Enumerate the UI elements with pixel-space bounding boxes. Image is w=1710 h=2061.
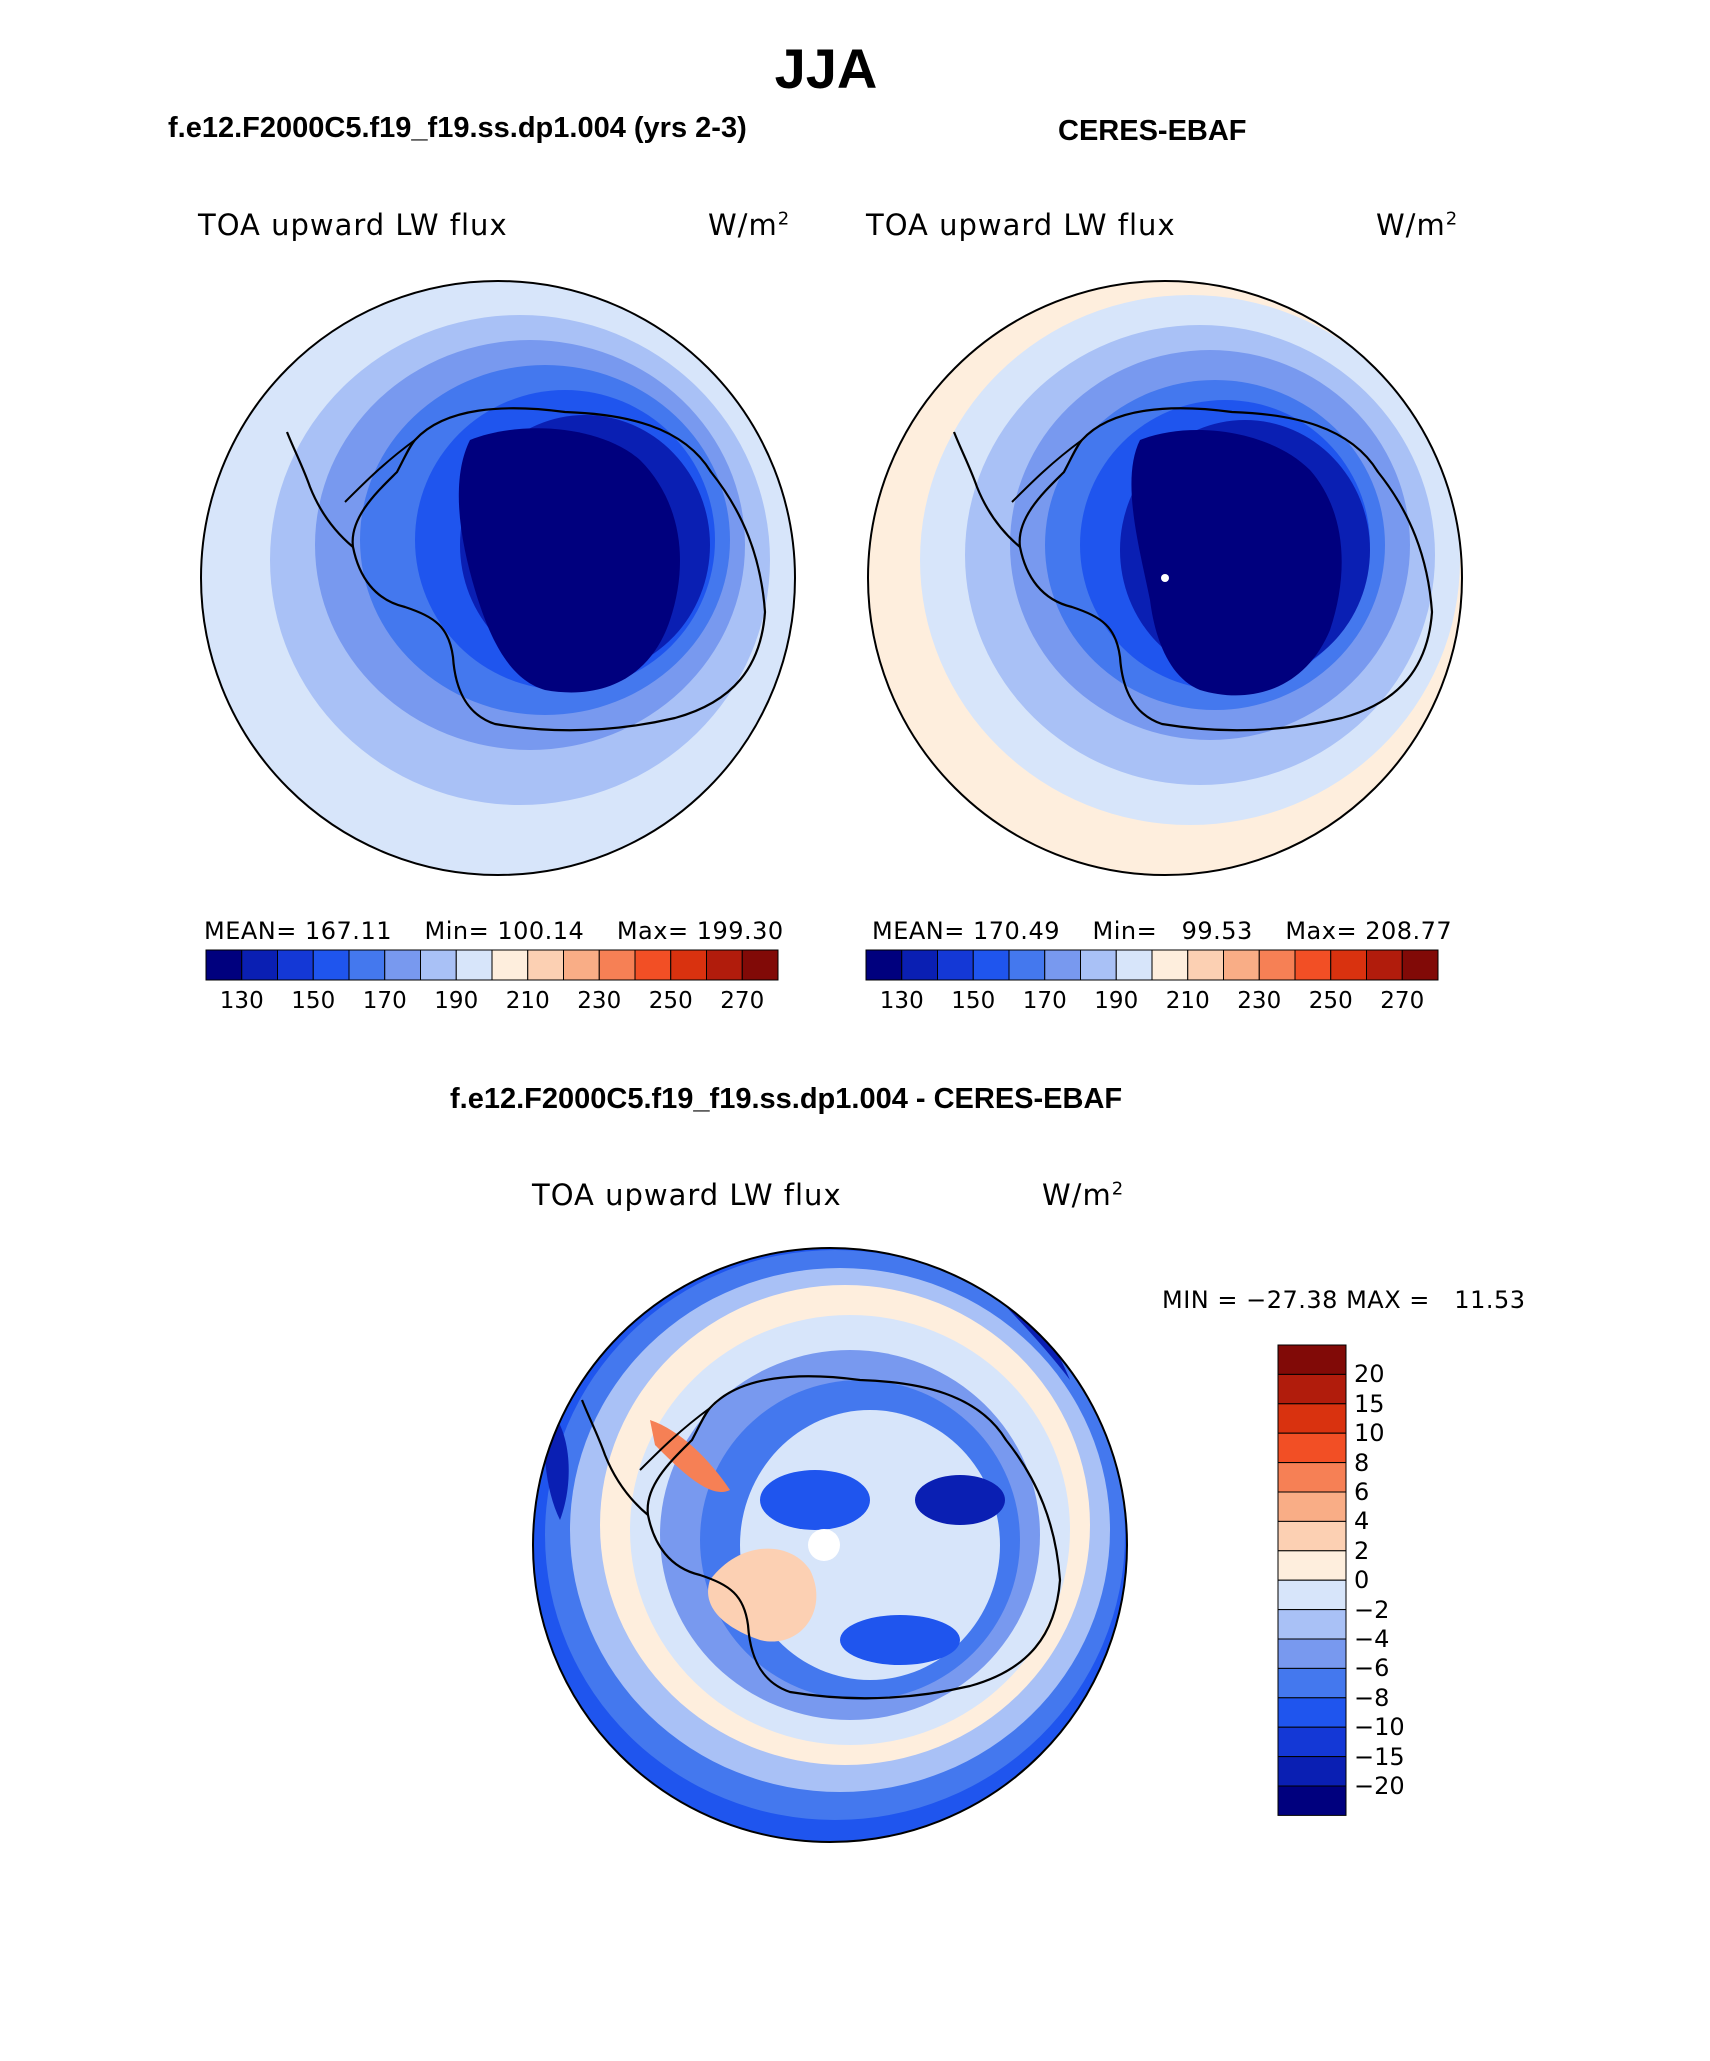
model-colorbar-box	[634, 949, 672, 981]
obs-colorbar-box	[972, 949, 1010, 981]
diff-stats: MIN = −27.38 MAX = 11.53	[1162, 1286, 1526, 1314]
obs-colorbar-tick: 170	[1022, 988, 1067, 1014]
diff-colorbar-tick: 6	[1354, 1478, 1370, 1506]
model-colorbar-box	[491, 949, 529, 981]
diff-colorbar	[1277, 1344, 1347, 1816]
obs-colorbar	[865, 949, 1439, 981]
obs-colorbar-box	[1330, 949, 1367, 981]
obs-colorbar-box	[1187, 949, 1224, 981]
model-colorbar-tick: 150	[291, 988, 336, 1014]
obs-colorbar-box	[901, 949, 938, 981]
diff-colorbar-tick: −2	[1354, 1595, 1390, 1624]
obs-colorbar-tick: 130	[879, 988, 924, 1014]
obs-case-title: CERES-EBAF	[1058, 115, 1247, 147]
model-map	[201, 281, 795, 875]
diff-colorbar-box	[1277, 1432, 1347, 1464]
model-colorbar-box	[277, 949, 314, 981]
diff-colorbar-box	[1277, 1638, 1347, 1669]
model-colorbar-box	[420, 949, 457, 981]
model-colorbar-tick: 170	[362, 988, 407, 1014]
model-colorbar-tick: 230	[577, 988, 622, 1014]
diff-colorbar-box	[1277, 1726, 1347, 1758]
obs-colorbar-box	[1080, 949, 1117, 981]
obs-colorbar-tick: 190	[1094, 988, 1139, 1014]
model-colorbar-box	[205, 949, 243, 981]
model-case-title: f.e12.F2000C5.f19_f19.ss.dp1.004 (yrs 2-…	[168, 112, 747, 144]
obs-variable-label: TOA upward LW flux	[866, 208, 1176, 242]
obs-map	[868, 281, 1462, 875]
model-colorbar-box	[241, 949, 278, 981]
diff-colorbar-tick: −15	[1354, 1742, 1405, 1771]
diff-colorbar-tick: 20	[1354, 1360, 1385, 1389]
diff-colorbar-tick: −20	[1354, 1772, 1405, 1800]
diff-colorbar-tick: 0	[1354, 1566, 1370, 1595]
model-colorbar-tick: 190	[434, 988, 479, 1014]
model-colorbar	[205, 949, 779, 981]
obs-colorbar-tick: 150	[951, 988, 996, 1014]
obs-colorbar-box	[1366, 949, 1403, 981]
diff-colorbar-tick: 10	[1354, 1419, 1385, 1448]
diff-colorbar-box	[1277, 1609, 1347, 1640]
model-colorbar-box	[348, 949, 386, 981]
diff-colorbar-box	[1277, 1491, 1347, 1522]
model-units-label: W/m2	[708, 208, 791, 242]
obs-colorbar-box	[865, 949, 903, 981]
model-variable-label: TOA upward LW flux	[198, 208, 508, 242]
diff-colorbar-tick: −10	[1354, 1713, 1405, 1742]
obs-colorbar-box	[1223, 949, 1260, 981]
obs-colorbar-box	[1401, 949, 1439, 981]
diff-colorbar-box	[1277, 1344, 1347, 1375]
obs-colorbar-box	[1151, 949, 1189, 981]
diff-colorbar-tick: 2	[1354, 1536, 1370, 1565]
diff-variable-label: TOA upward LW flux	[532, 1178, 842, 1212]
obs-stats: MEAN= 170.49 Min= 99.53 Max= 208.77	[872, 917, 1453, 945]
obs-colorbar-tick: 250	[1308, 988, 1353, 1014]
model-colorbar-box	[384, 949, 421, 981]
diff-colorbar-box	[1277, 1697, 1347, 1728]
model-colorbar-tick: 250	[648, 988, 693, 1014]
obs-colorbar-box	[1044, 949, 1081, 981]
model-colorbar-tick: 270	[720, 988, 765, 1014]
model-colorbar-tick: 210	[505, 988, 550, 1014]
model-colorbar-box	[741, 949, 779, 981]
diff-colorbar-tick: 15	[1354, 1389, 1385, 1418]
model-colorbar-box	[527, 949, 564, 981]
obs-colorbar-box	[1115, 949, 1153, 981]
diff-colorbar-box	[1277, 1520, 1347, 1552]
diff-colorbar-box	[1277, 1462, 1347, 1493]
model-colorbar-box	[598, 949, 636, 981]
model-colorbar-box	[670, 949, 707, 981]
diff-colorbar-box	[1277, 1785, 1347, 1816]
diff-colorbar-tick: 8	[1354, 1448, 1370, 1477]
obs-colorbar-box	[1258, 949, 1296, 981]
diff-colorbar-tick: −4	[1354, 1625, 1390, 1653]
diff-colorbar-box	[1277, 1667, 1347, 1699]
model-colorbar-box	[312, 949, 350, 981]
diff-colorbar-tick: −6	[1354, 1654, 1390, 1683]
diff-colorbar-box	[1277, 1579, 1347, 1611]
diff-units-label: W/m2	[1042, 1178, 1125, 1212]
obs-colorbar-box	[1294, 949, 1332, 981]
model-colorbar-box	[706, 949, 743, 981]
diff-colorbar-box	[1277, 1373, 1347, 1405]
obs-units-label: W/m2	[1376, 208, 1459, 242]
diff-colorbar-box	[1277, 1550, 1347, 1581]
obs-colorbar-box	[937, 949, 974, 981]
model-colorbar-box	[563, 949, 600, 981]
obs-colorbar-box	[1008, 949, 1046, 981]
figure-title: JJA	[774, 37, 878, 100]
diff-colorbar-tick: 4	[1354, 1507, 1370, 1536]
model-colorbar-tick: 130	[219, 988, 264, 1014]
obs-colorbar-tick: 230	[1237, 988, 1282, 1014]
diff-colorbar-box	[1277, 1403, 1347, 1434]
model-colorbar-box	[455, 949, 493, 981]
diff-colorbar-tick: −8	[1354, 1683, 1390, 1712]
obs-colorbar-tick: 270	[1380, 988, 1425, 1014]
diff-case-title: f.e12.F2000C5.f19_f19.ss.dp1.004 - CERES…	[450, 1083, 1123, 1115]
diff-colorbar-box	[1277, 1756, 1347, 1787]
obs-colorbar-tick: 210	[1165, 988, 1210, 1014]
diff-map	[533, 1248, 1127, 1842]
model-stats: MEAN= 167.11 Min= 100.14 Max= 199.30	[204, 917, 784, 945]
